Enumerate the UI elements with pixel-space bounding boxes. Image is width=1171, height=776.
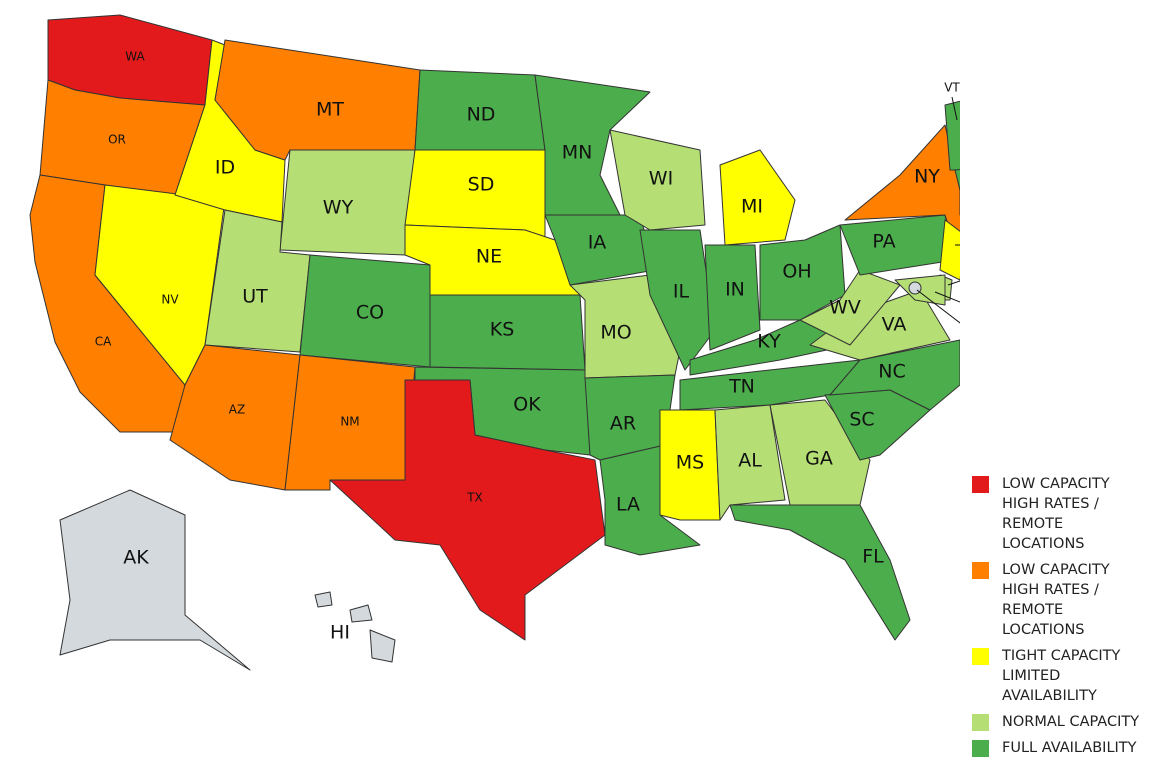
state-shape [659,409,721,521]
legend-item: LOW CAPACITY HIGH RATES / REMOTE LOCATIO… [972,562,1162,640]
state-label: IL [673,281,690,303]
legend-label: LOW CAPACITY HIGH RATES / REMOTE LOCATIO… [1002,476,1110,552]
state-label: KS [490,319,515,341]
state-label: IN [725,279,745,301]
state-shape [954,168,960,191]
state-label: CA [95,335,112,349]
state-label: OK [513,394,541,416]
legend-item: LOW CAPACITY HIGH RATES / REMOTE LOCATIO… [972,476,1162,554]
state-shape [369,629,396,663]
state-label: KY [757,331,781,353]
state-label: MT [316,99,344,121]
state-label: NY [914,166,940,188]
state-shape [714,404,786,521]
legend-swatch [972,648,989,665]
state-label: SC [849,409,874,431]
state-shape [844,124,960,246]
state-label: MI [741,196,763,218]
state-shape [704,244,761,351]
legend-swatch [972,562,989,579]
state-label: AL [738,450,762,472]
state-label: HI [330,622,350,644]
state-shape [729,504,911,641]
state-label: NC [878,361,905,383]
state-shape [534,74,651,216]
legend-label: NORMAL CAPACITY [1002,714,1140,730]
map: WA OR CA NV ID MT WY UT CO AZ NM ND SD NE KS OK TX MN IA MO… [29,14,960,671]
state-shape [314,591,333,608]
state-label: WI [649,168,673,190]
state-label: AZ [229,403,245,417]
legend-label: TIGHT CAPACITY LIMITED AVAILABILITY [1002,648,1121,704]
state-shape [349,604,373,623]
state-label: GA [805,448,833,470]
state-label: TX [466,491,483,505]
state-label: AK [123,547,149,569]
state-label: IA [588,232,607,254]
state-label: TN [728,376,755,398]
state-label: VT [944,81,960,95]
state-label: WA [125,50,145,64]
legend-swatch [972,714,989,731]
leader-line [934,291,960,303]
legend-swatch [972,476,989,493]
state-label: WY [323,197,354,219]
state-label: UT [242,286,268,308]
state-shape [839,214,956,276]
state-shape [329,379,606,641]
state-shape [609,129,706,231]
state-label: VA [882,314,907,336]
state-label: SD [468,174,495,196]
state-label: NV [161,293,179,307]
state-label: NM [340,415,359,429]
state-label: LA [616,494,640,516]
state-label: AR [610,413,636,435]
state-shape [544,214,656,286]
state-shape [639,229,716,371]
state-label: ID [215,157,235,179]
state-label: MN [562,142,593,164]
state-shape [59,489,251,671]
state-shape [939,219,960,281]
state-label: MS [676,452,704,474]
legend-label: LOW CAPACITY HIGH RATES / REMOTE LOCATIO… [1002,562,1110,638]
state-shape [679,359,861,411]
legend-swatch [972,740,989,757]
state-label: WV [829,297,861,319]
state-label: NE [476,246,502,268]
leader-line [916,289,960,324]
state-label: PA [872,231,895,253]
legend-item: FULL AVAILABILITY [972,740,1162,758]
legend-label: FULL AVAILABILITY [1002,740,1137,756]
state-label: ND [467,104,496,126]
legend-item: NORMAL CAPACITY [972,714,1162,732]
state-label: OH [782,261,811,283]
legend-item: TIGHT CAPACITY LIMITED AVAILABILITY [972,648,1162,706]
leader-line [951,96,958,121]
state-shape [799,269,901,346]
state-shape [719,149,796,246]
state-label: MO [600,322,631,344]
state-shape [769,399,871,506]
state-label: FL [862,546,884,568]
state-label: OR [108,133,126,147]
state-label: CO [356,302,384,324]
leader-line [947,280,960,286]
legend: LOW CAPACITY HIGH RATES / REMOTE LOCATIO… [972,476,1162,766]
